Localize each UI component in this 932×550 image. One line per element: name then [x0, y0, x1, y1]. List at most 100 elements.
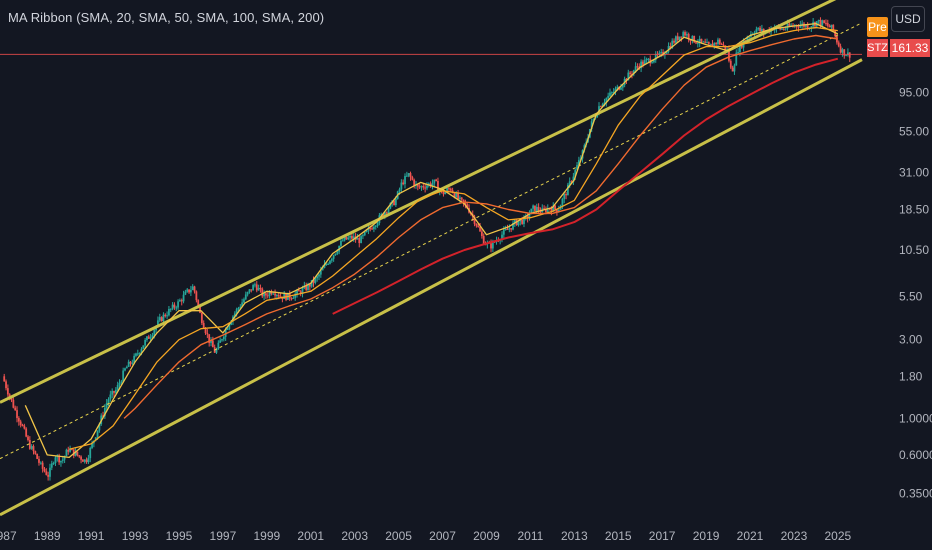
candle	[621, 84, 624, 91]
candle-body	[658, 52, 661, 55]
candle-body	[208, 334, 211, 343]
candle-body	[828, 25, 831, 28]
candle-body	[319, 270, 322, 275]
candle	[136, 349, 139, 356]
candle-body	[651, 62, 653, 64]
candle-body	[162, 314, 165, 322]
candle	[413, 178, 416, 189]
candle-body	[23, 425, 26, 429]
candle-body	[479, 226, 481, 232]
candle	[54, 455, 57, 467]
y-axis-tick-label: 31.00	[899, 166, 929, 180]
candle	[479, 223, 481, 232]
candle	[41, 460, 44, 473]
candle	[709, 43, 712, 45]
candle-body	[713, 42, 716, 47]
candle-body	[634, 66, 637, 71]
candle	[83, 459, 86, 464]
candle	[254, 282, 256, 288]
indicator-legend[interactable]: MA Ribbon (SMA, 20, SMA, 50, SMA, 100, S…	[8, 10, 325, 25]
candle-body	[369, 227, 372, 229]
candle-body	[380, 214, 383, 216]
candle-body	[171, 304, 174, 309]
candle-body	[385, 212, 388, 214]
candle-body	[36, 453, 39, 459]
candle	[673, 38, 675, 45]
candle	[693, 35, 696, 44]
candle-body	[400, 182, 403, 190]
candle-body	[19, 421, 22, 425]
candle-body	[226, 328, 229, 330]
candle-body	[222, 336, 225, 340]
candle	[221, 338, 223, 342]
candle	[263, 290, 265, 301]
candle-body	[12, 399, 15, 408]
candle	[91, 440, 93, 450]
candle-body	[76, 451, 79, 456]
candle-body	[804, 24, 807, 27]
candle-body	[360, 236, 362, 244]
candle-body	[105, 403, 108, 408]
candle	[85, 457, 88, 464]
candle-body	[383, 212, 386, 217]
candle-body	[620, 87, 622, 90]
candle	[737, 47, 739, 55]
candle-body	[466, 204, 469, 209]
candle	[169, 308, 172, 313]
candle-body	[277, 295, 280, 297]
candle	[643, 56, 646, 66]
candle-body	[109, 394, 112, 400]
candle	[532, 204, 535, 213]
candle-body	[362, 235, 364, 237]
candle-body	[16, 410, 18, 419]
x-axis-tick-label: 2007	[429, 529, 456, 543]
y-axis-tick-label: 95.00	[899, 85, 929, 99]
candle	[80, 455, 82, 464]
candle-body	[180, 300, 183, 302]
candle-body	[782, 28, 785, 30]
candle-body	[490, 243, 492, 249]
candle	[817, 19, 820, 25]
sma-line-4	[332, 57, 839, 315]
candle-body	[248, 289, 251, 293]
candle-body	[512, 222, 514, 230]
candle-body	[221, 339, 223, 341]
candle-body	[173, 304, 176, 308]
candle	[270, 289, 273, 296]
candle-body	[473, 216, 476, 224]
candle-body	[416, 184, 419, 187]
candle-body	[74, 451, 77, 456]
candle	[259, 284, 262, 293]
candle	[6, 384, 9, 397]
candle	[733, 63, 736, 75]
candle-body	[125, 366, 128, 369]
candle-body	[321, 267, 324, 271]
candle	[473, 214, 476, 227]
candle	[168, 306, 170, 317]
candle-body	[343, 236, 346, 241]
candle	[127, 359, 130, 368]
candle-body	[845, 55, 847, 57]
candle-body	[329, 260, 331, 264]
candle-body	[136, 353, 139, 355]
premarket-badge: Pre	[867, 17, 888, 37]
candle-body	[517, 221, 520, 226]
candle-body	[685, 34, 688, 36]
candle-body	[52, 463, 55, 465]
candle-body	[27, 436, 29, 440]
candle-body	[314, 278, 317, 283]
last-price-badge: 161.33	[890, 39, 930, 57]
candle	[720, 42, 723, 45]
candle	[116, 381, 119, 392]
candle-body	[583, 145, 586, 151]
candle	[87, 454, 90, 465]
candle-body	[78, 455, 81, 457]
candle-body	[147, 336, 150, 339]
currency-button[interactable]: USD	[891, 6, 925, 32]
candle-body	[283, 293, 286, 299]
candle-body	[199, 305, 201, 313]
candle-body	[426, 185, 428, 189]
candle	[528, 210, 531, 221]
